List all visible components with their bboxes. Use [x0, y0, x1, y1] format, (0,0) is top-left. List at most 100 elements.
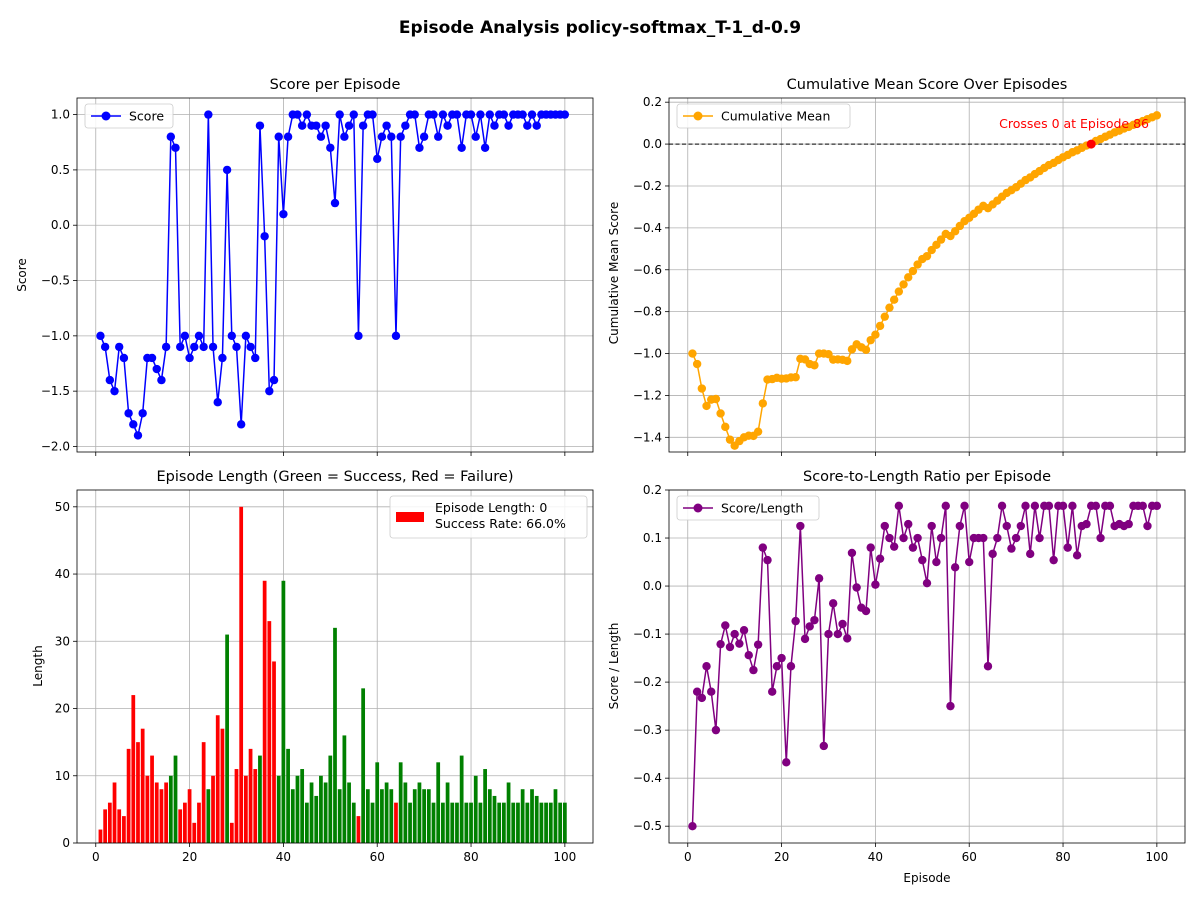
data-point [326, 143, 335, 152]
data-point [955, 521, 965, 531]
score-legend-label: Score [129, 109, 164, 124]
data-point [100, 342, 110, 352]
y-tick-label: 0.2 [643, 483, 662, 497]
data-point [213, 398, 222, 407]
data-point [523, 121, 532, 130]
zero-crossing-annotation: Crosses 0 at Episode 86 [999, 116, 1149, 131]
length-bar [483, 769, 487, 843]
data-point [518, 110, 527, 119]
data-point [265, 386, 274, 396]
data-point [871, 580, 880, 589]
data-point [725, 642, 735, 652]
length-bar [145, 775, 150, 843]
cummean-legend: Cumulative Mean [676, 103, 851, 129]
data-point [434, 132, 443, 141]
length-bar [445, 782, 450, 843]
data-point [1026, 549, 1035, 559]
data-point [796, 521, 805, 531]
data-point [791, 616, 800, 626]
data-point [410, 110, 419, 119]
data-point [697, 384, 707, 393]
data-point [688, 349, 697, 358]
data-point [904, 273, 913, 282]
score-chart-title: Score per Episode [270, 77, 401, 93]
length-bar [136, 742, 140, 843]
length-bar [215, 715, 220, 843]
data-point [1058, 501, 1068, 511]
data-point [157, 375, 166, 385]
data-point [988, 549, 997, 559]
series-line [691, 505, 1157, 827]
data-point [1138, 501, 1147, 511]
cummean-chart-title: Cumulative Mean Score Over Episodes [787, 77, 1068, 93]
y-tick-label: −0.8 [633, 305, 662, 319]
series-line [99, 113, 565, 437]
length-bar [516, 802, 520, 843]
data-point [753, 427, 763, 436]
ratio-plot-frame [668, 489, 1186, 844]
length-bar [140, 728, 145, 843]
length-bar [262, 580, 267, 843]
length-bar [520, 789, 525, 843]
length-bar [197, 802, 201, 843]
y-tick-label: −0.2 [633, 179, 662, 193]
episode-length-chart: Episode Length (Green = Success, Red = F… [31, 469, 594, 864]
data-point [786, 662, 796, 671]
y-tick-label: −1.5 [41, 384, 70, 398]
length-bar [173, 755, 178, 843]
data-point [707, 687, 716, 696]
length-bar [497, 802, 502, 843]
data-point [838, 619, 847, 629]
cummean-plot-frame [668, 97, 1186, 453]
data-point [702, 662, 711, 671]
length-bar [436, 762, 441, 843]
data-point [419, 132, 429, 141]
length-bar [511, 802, 516, 843]
data-point [1007, 544, 1016, 553]
data-point [697, 693, 707, 703]
length-bar [361, 688, 366, 843]
length-bar [319, 775, 323, 843]
data-point [401, 121, 410, 130]
length-bar [290, 789, 295, 843]
data-point [1152, 501, 1162, 511]
length-bar [192, 822, 197, 843]
data-point [922, 578, 932, 588]
length-bar [422, 789, 427, 843]
data-point [692, 359, 702, 369]
y-tick-label: 0.5 [51, 163, 70, 177]
data-point [1016, 521, 1026, 531]
data-point [782, 758, 791, 767]
data-point [185, 353, 194, 363]
data-point [279, 209, 288, 219]
data-point [1002, 521, 1011, 531]
x-tick-label: 100 [553, 850, 576, 864]
data-point [560, 110, 570, 119]
data-point [993, 533, 1002, 543]
data-point [739, 626, 749, 635]
data-point [810, 361, 819, 370]
length-bar [459, 755, 464, 843]
y-tick-label: −0.3 [633, 723, 662, 737]
length-bar [150, 755, 154, 843]
length-bar [441, 802, 445, 843]
y-tick-label: −1.2 [633, 388, 662, 402]
length-legend-line-1: Episode Length: 0 [435, 500, 547, 515]
length-bar [356, 816, 361, 843]
data-point [913, 260, 922, 269]
score-per-episode-chart: Score per Episode Score −2.0 −1.5 −1.0 −0.5… [15, 77, 594, 456]
length-bar [403, 782, 408, 843]
score-plot-frame [76, 97, 594, 453]
length-bar [178, 809, 183, 843]
length-bar [300, 769, 305, 843]
data-point [735, 639, 744, 648]
data-point [340, 132, 349, 141]
y-tick-label: 10 [55, 769, 70, 783]
data-point [110, 386, 119, 396]
length-bar [473, 775, 478, 843]
data-point [152, 364, 161, 374]
length-bar [426, 789, 431, 843]
length-bar [267, 621, 272, 843]
data-point [791, 373, 800, 382]
figure-suptitle: Episode Analysis policy-softmax_T-1_d-0.… [399, 18, 801, 38]
